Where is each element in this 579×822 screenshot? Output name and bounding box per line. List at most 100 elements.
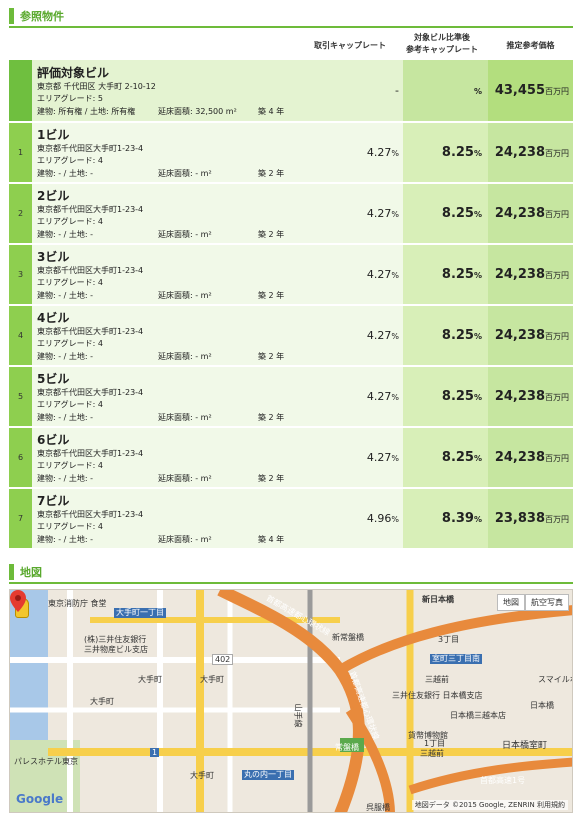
property-address: 東京都 千代田区 大手町 2-10-12	[37, 81, 156, 91]
map-label: 丸の内一丁目	[242, 770, 294, 780]
floor-area: 延床面積: - m²	[158, 473, 212, 483]
building-age: 築 2 年	[258, 412, 285, 422]
property-meta: 建物: - / 土地: - 延床面積: - m² 築 2 年	[37, 472, 306, 486]
section-heading-map: 地図	[9, 562, 573, 584]
cap-rate-unit: %	[391, 393, 399, 402]
cap-rate-value: 4.27	[366, 329, 392, 342]
comparable-row[interactable]: 7 7ビル 東京都千代田区大手町1-23-4 エリアグレード: 4 建物: - / 土地…	[9, 488, 573, 550]
ref-cap-unit: %	[473, 332, 482, 341]
area-grade: エリアグレード: 4	[37, 521, 103, 531]
ref-cap-cell: 8.25%	[403, 183, 488, 245]
price-unit: 百万円	[545, 210, 569, 219]
map-label: パレスホテル東京	[14, 757, 78, 766]
header-ref-cap-line1: 対象ビル比準後	[414, 33, 470, 42]
cap-rate-value: 4.27	[366, 207, 392, 220]
map-label: 1丁目	[424, 739, 446, 748]
floor-area: 延床面積: - m²	[158, 290, 212, 300]
floor-area: 延床面積: - m²	[158, 412, 212, 422]
ref-cap-unit: %	[473, 393, 482, 402]
floor-area: 延床面積: 32,500 m²	[158, 106, 237, 116]
property-name: 4ビル	[37, 310, 70, 325]
price-value: 24,238	[494, 328, 545, 343]
cap-rate-value: -	[395, 84, 399, 97]
price-cell: 43,455百万円	[488, 60, 573, 123]
property-address: 東京都千代田区大手町1-23-4	[37, 326, 144, 336]
map-logo[interactable]: Google	[16, 792, 64, 806]
map-label: 三井住友銀行 日本橋支店	[392, 691, 483, 700]
cap-rate-cell: 4.27%	[309, 427, 403, 489]
row-number: 5	[9, 366, 32, 428]
row-number: 4	[9, 305, 32, 367]
floor-area: 延床面積: - m²	[158, 351, 212, 361]
comparable-row[interactable]: 5 5ビル 東京都千代田区大手町1-23-4 エリアグレード: 4 建物: - / 土地…	[9, 366, 573, 428]
cap-rate-value: 4.27	[366, 390, 392, 403]
price-value: 24,238	[494, 206, 545, 221]
building-age: 築 2 年	[258, 473, 285, 483]
cap-rate-cell: 4.27%	[309, 366, 403, 428]
map-button[interactable]: 地図	[497, 594, 525, 611]
cap-rate-cell: 4.27%	[309, 122, 403, 184]
map-type-controls: 地図 航空写真	[497, 594, 569, 611]
property-meta: 建物: - / 土地: - 延床面積: - m² 築 2 年	[37, 289, 306, 303]
comparable-row[interactable]: 4 4ビル 東京都千代田区大手町1-23-4 エリアグレード: 4 建物: - / 土地…	[9, 305, 573, 367]
comparable-row[interactable]: 6 6ビル 東京都千代田区大手町1-23-4 エリアグレード: 4 建物: - / 土地…	[9, 427, 573, 489]
ref-cap-value: 8.39	[441, 511, 474, 526]
ref-cap-unit: %	[473, 210, 482, 219]
comparable-row[interactable]: 2 2ビル 東京都千代田区大手町1-23-4 エリアグレード: 4 建物: - / 土地…	[9, 183, 573, 245]
comparable-row[interactable]: 1 1ビル 東京都千代田区大手町1-23-4 エリアグレード: 4 建物: - / 土地…	[9, 122, 573, 184]
cap-rate-unit: %	[391, 271, 399, 280]
property-info: 5ビル 東京都千代田区大手町1-23-4 エリアグレード: 4 建物: - / 土地:…	[32, 366, 309, 428]
price-value: 24,238	[494, 450, 545, 465]
map-label: 貨幣博物館	[408, 731, 448, 740]
rail-label: 山手線	[293, 703, 303, 728]
property-meta: 建物: - / 土地: - 延床面積: - m² 築 4 年	[37, 533, 306, 547]
price-cell: 24,238百万円	[488, 366, 573, 428]
map-label: 東京消防庁 食堂	[48, 599, 107, 608]
satellite-button[interactable]: 航空写真	[525, 594, 569, 611]
property-info: 1ビル 東京都千代田区大手町1-23-4 エリアグレード: 4 建物: - / 土地:…	[32, 122, 309, 184]
map-label: 三越前	[420, 749, 444, 758]
expressway	[337, 605, 572, 675]
heading-accent-bar	[9, 8, 14, 24]
route-marker: 1	[150, 748, 160, 757]
map-label: 日本橋	[530, 701, 554, 710]
building-age: 築 2 年	[258, 351, 285, 361]
property-meta: 建物: - / 土地: - 延床面積: - m² 築 2 年	[37, 350, 306, 364]
property-meta: 建物: - / 土地: - 延床面積: - m² 築 2 年	[37, 167, 306, 181]
property-info: 3ビル 東京都千代田区大手町1-23-4 エリアグレード: 4 建物: - / 土地:…	[32, 244, 309, 306]
price-cell: 23,838百万円	[488, 488, 573, 550]
property-name: 5ビル	[37, 371, 70, 386]
comparable-row[interactable]: 3 3ビル 東京都千代田区大手町1-23-4 エリアグレード: 4 建物: - / 土地…	[9, 244, 573, 306]
map-label: 大手町	[200, 675, 224, 684]
property-info: 6ビル 東京都千代田区大手町1-23-4 エリアグレード: 4 建物: - / 土地:…	[32, 427, 309, 489]
cap-rate-value: 4.96	[366, 512, 392, 525]
row-number: 1	[9, 122, 32, 184]
ref-cap-cell: 8.25%	[403, 305, 488, 367]
property-meta: 建物: 所有権 / 土地: 所有権 延床面積: 32,500 m² 築 4 年	[37, 105, 306, 119]
map-label: 日本橋三越本店	[450, 711, 506, 720]
area-grade: エリアグレード: 4	[37, 216, 103, 226]
map[interactable]: 地図 航空写真 東京消防庁 食堂 大手町一丁目 (株)三井住友銀行 三井物産ビル…	[9, 589, 573, 813]
cap-rate-cell: -	[309, 60, 403, 123]
cap-rate-unit: %	[391, 149, 399, 158]
row-number: 3	[9, 244, 32, 306]
map-credit[interactable]: 地図データ ©2015 Google, ZENRIN 利用規約	[411, 800, 568, 810]
map-label: 常盤橋	[335, 743, 359, 752]
target-row[interactable]: 評価対象ビル 東京都 千代田区 大手町 2-10-12 エリアグレード: 5 建…	[9, 60, 573, 123]
ownership: 建物: - / 土地: -	[37, 534, 94, 544]
property-address: 東京都千代田区大手町1-23-4	[37, 204, 144, 214]
location-pin-icon[interactable]	[10, 590, 26, 612]
ref-cap-unit: %	[473, 515, 482, 524]
area-grade: エリアグレード: 4	[37, 460, 103, 470]
map-label: 3丁目	[438, 635, 460, 644]
row-number: 7	[9, 488, 32, 550]
map-label: 大手町	[190, 771, 214, 780]
property-address: 東京都千代田区大手町1-23-4	[37, 265, 144, 275]
expressway	[408, 757, 572, 795]
area-grade: エリアグレード: 4	[37, 338, 103, 348]
heading-accent-bar	[9, 564, 14, 580]
map-label: 三井物産ビル支店	[84, 645, 148, 654]
building-age: 築 2 年	[258, 168, 285, 178]
highway-label: 首都高速1号	[480, 776, 526, 785]
ref-cap-unit: %	[473, 149, 482, 158]
